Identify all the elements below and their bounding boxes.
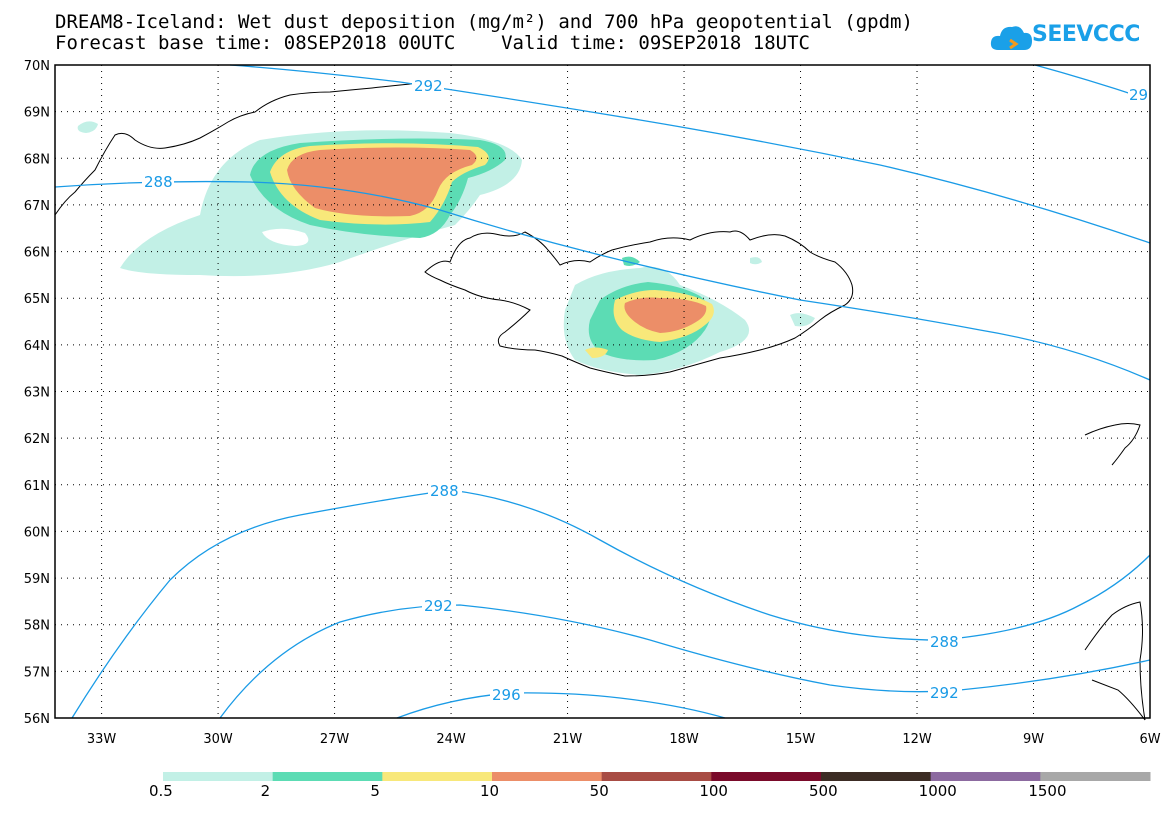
lon-label: 27W xyxy=(320,732,350,747)
lat-label: 64N xyxy=(24,339,50,354)
lon-label: 9W xyxy=(1023,732,1044,747)
greenland-coast xyxy=(54,79,431,216)
colorbar-swatch xyxy=(711,772,822,781)
svg-text:288: 288 xyxy=(930,633,959,651)
lon-label: 24W xyxy=(436,732,466,747)
colorbar-label: 1000 xyxy=(918,782,957,800)
lon-label: 12W xyxy=(902,732,932,747)
colorbar-label: 0.5 xyxy=(149,782,173,800)
colorbar-swatch xyxy=(492,772,603,781)
colorbar-label: 10 xyxy=(480,782,500,800)
contour-288-south xyxy=(71,489,1151,719)
colorbar-label: 1500 xyxy=(1028,782,1067,800)
coastlines xyxy=(54,79,1146,721)
longitude-labels: 33W 30W 27W 24W 21W 18W 15W 12W 9W 6W xyxy=(87,732,1161,747)
map-subtitle: Forecast base time: 08SEP2018 00UTC Vali… xyxy=(55,32,810,54)
dust-level-10 xyxy=(287,147,477,217)
iceland-coast xyxy=(424,230,854,377)
svg-text:292: 292 xyxy=(414,77,443,95)
lon-label: 15W xyxy=(786,732,816,747)
lon-label: 33W xyxy=(87,732,117,747)
lat-label: 58N xyxy=(24,619,50,634)
lat-label: 61N xyxy=(24,479,50,494)
lon-label: 21W xyxy=(553,732,583,747)
colorbar-label: 2 xyxy=(260,782,271,800)
colorbar-label: 100 xyxy=(699,782,728,800)
lon-label: 18W xyxy=(669,732,699,747)
logo-text: SEEVCCC xyxy=(1032,22,1140,47)
colorbar-swatch xyxy=(382,772,493,781)
lat-label: 69N xyxy=(24,106,50,121)
colorbar-swatch xyxy=(821,772,932,781)
cloud-logo-icon xyxy=(990,26,1032,50)
lat-label: 67N xyxy=(24,199,50,214)
colorbar-label: 5 xyxy=(370,782,380,800)
colorbar-swatch xyxy=(601,772,712,781)
svg-text:292: 292 xyxy=(930,684,959,702)
colorbar-label: 50 xyxy=(589,782,609,800)
svg-text:288: 288 xyxy=(144,173,173,191)
contour-296 xyxy=(396,692,726,719)
contour-292-south xyxy=(219,604,1151,719)
lon-label: 6W xyxy=(1139,732,1160,747)
colorbar-swatch xyxy=(272,772,383,781)
lat-label: 56N xyxy=(24,712,50,727)
map-title: DREAM8-Iceland: Wet dust deposition (mg/… xyxy=(55,11,913,33)
norway-coast-north xyxy=(1084,423,1141,466)
lat-label: 57N xyxy=(24,665,50,680)
graticule xyxy=(55,65,1150,718)
svg-text:292: 292 xyxy=(424,597,453,615)
colorbar-swatch xyxy=(930,772,1041,781)
contour-292-north xyxy=(229,64,1151,244)
lat-label: 68N xyxy=(24,152,50,167)
lat-label: 59N xyxy=(24,572,50,587)
lat-label: 65N xyxy=(24,292,50,307)
svg-text:29: 29 xyxy=(1129,86,1148,104)
contour-labels: 292 29 288 288 292 296 288 292 xyxy=(142,77,1150,704)
lat-label: 70N xyxy=(24,59,50,74)
colorbar-swatch xyxy=(1040,772,1151,781)
lat-label: 62N xyxy=(24,432,50,447)
lon-label: 30W xyxy=(203,732,233,747)
contour-288-north xyxy=(54,180,1151,381)
map-frame xyxy=(54,64,1151,719)
colorbar-swatch xyxy=(163,772,274,781)
svg-text:288: 288 xyxy=(430,482,459,500)
colorbar xyxy=(163,772,1151,781)
colorbar-label: 500 xyxy=(809,782,838,800)
lat-label: 60N xyxy=(24,525,50,540)
latitude-labels: 70N 69N 68N 67N 66N 65N 64N 63N 62N 61N 60N 59N 58N 5… xyxy=(24,59,50,727)
norway-coast-south xyxy=(1084,601,1146,721)
svg-text:296: 296 xyxy=(492,686,521,704)
lat-label: 63N xyxy=(24,386,50,401)
lat-label: 66N xyxy=(24,246,50,261)
dust-deposition-shading xyxy=(77,121,815,375)
